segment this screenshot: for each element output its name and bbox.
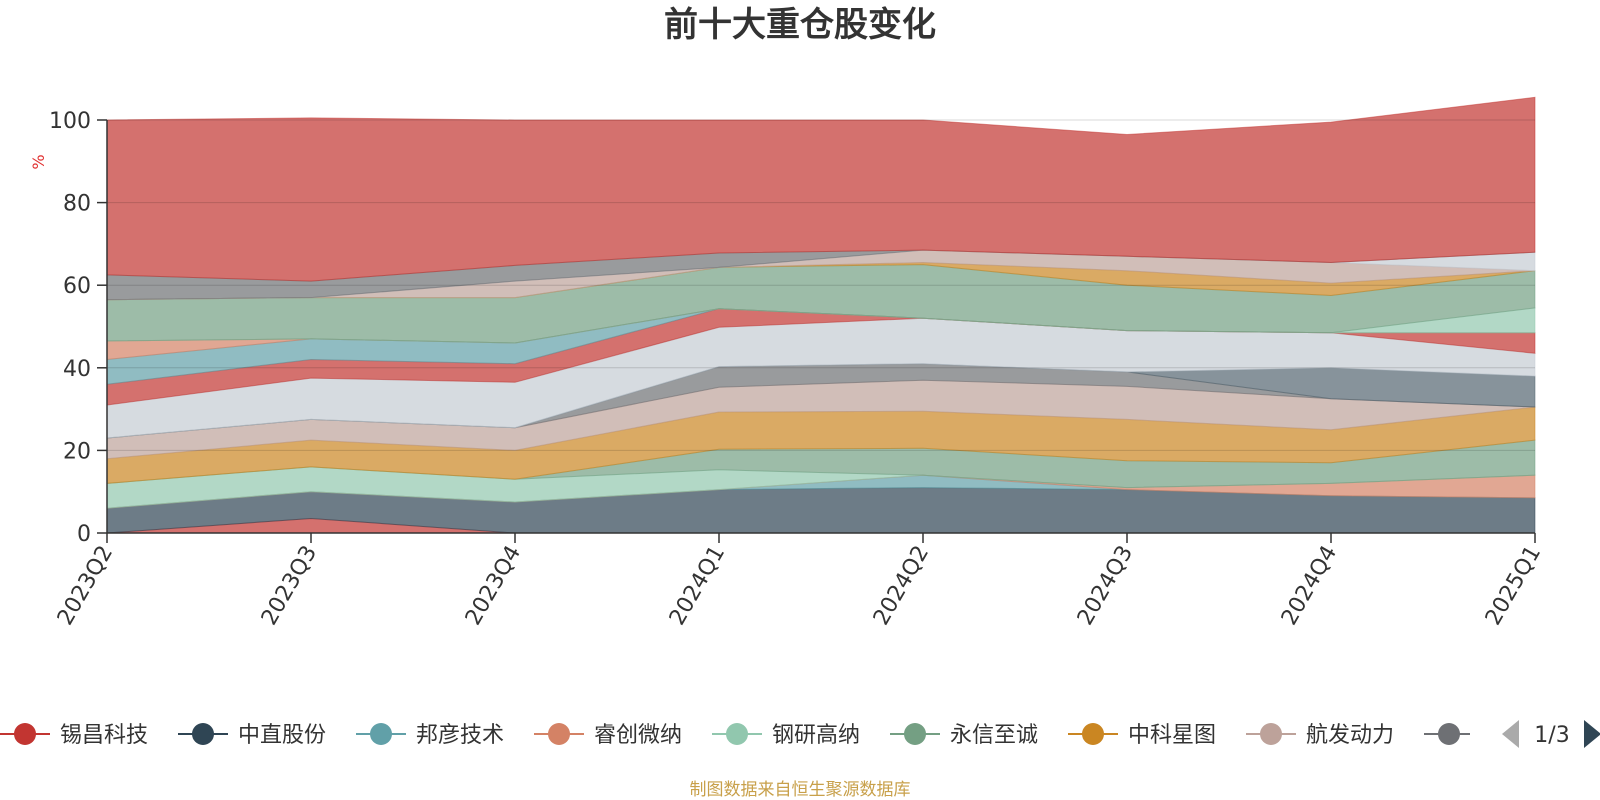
legend-label: 永信至诚: [950, 723, 1038, 748]
legend-label: 邦彦技术: [416, 723, 504, 748]
area-series-21: [106, 96, 1536, 282]
legend-page-indicator: 1/3: [1534, 723, 1569, 748]
legend-dot-swatch: [726, 723, 748, 745]
triangle-left-icon[interactable]: [1502, 720, 1519, 748]
source-note: 制图数据来自恒生聚源数据库: [690, 780, 911, 800]
x-tick-label: 2025Q1: [1481, 542, 1546, 630]
legend-label: 睿创微纳: [594, 723, 682, 748]
legend-item[interactable]: 航发动力: [1246, 723, 1394, 748]
x-tick-label: 2024Q3: [1073, 542, 1138, 630]
legend-item[interactable]: 永信至诚: [890, 723, 1038, 748]
y-tick-label: 100: [49, 109, 91, 134]
legend-label: 锡昌科技: [60, 723, 148, 748]
legend-dot-swatch: [192, 723, 214, 745]
y-axis-unit: %: [29, 154, 48, 169]
legend-label: 钢研高纳: [772, 723, 860, 748]
x-tick-label: 2023Q4: [461, 542, 526, 630]
y-tick-label: 60: [63, 274, 91, 299]
legend-item[interactable]: 锡昌科技: [0, 723, 148, 748]
legend-label: 航发动力: [1306, 723, 1394, 748]
legend-clip-mask: [1470, 714, 1600, 754]
y-tick-label: 0: [77, 522, 91, 547]
y-tick-label: 20: [63, 439, 91, 464]
legend-dot-swatch: [370, 723, 392, 745]
chart-title: 前十大重仓股变化: [664, 5, 936, 45]
plot-area: 0 20 40 60 80 100 2023Q2 2023Q3 2023Q4 2024Q1 2024…: [49, 96, 1546, 630]
x-tick-label: 2024Q4: [1277, 542, 1342, 630]
legend-dot-swatch: [548, 723, 570, 745]
y-tick-label: 80: [63, 192, 91, 217]
x-tick-label: 2024Q2: [869, 542, 934, 630]
legend-item[interactable]: 中科星图: [1068, 723, 1216, 748]
triangle-right-icon[interactable]: [1584, 720, 1600, 748]
legend-dot-swatch: [904, 723, 926, 745]
x-tick-label: 2024Q1: [665, 542, 730, 630]
legend-dot-swatch: [14, 723, 36, 745]
legend-label: 中科星图: [1128, 723, 1216, 748]
legend-item[interactable]: 中直股份: [178, 723, 326, 748]
legend-item[interactable]: 邦彦技术: [356, 723, 504, 748]
x-tick-label: 2023Q3: [257, 542, 322, 630]
legend-item[interactable]: 睿创微纳: [534, 723, 682, 748]
legend-item[interactable]: 钢研高纳: [712, 723, 860, 748]
legend-label: 中直股份: [238, 723, 326, 748]
legend-dot-swatch: [1260, 723, 1282, 745]
legend-dot-swatch: [1438, 723, 1460, 745]
legend-dot-swatch: [1082, 723, 1104, 745]
y-tick-label: 40: [63, 357, 91, 382]
legend: 锡昌科技中直股份邦彦技术睿创微纳钢研高纳永信至诚中科星图航发动力三1/3: [0, 714, 1600, 754]
x-tick-label: 2023Q2: [53, 542, 118, 630]
